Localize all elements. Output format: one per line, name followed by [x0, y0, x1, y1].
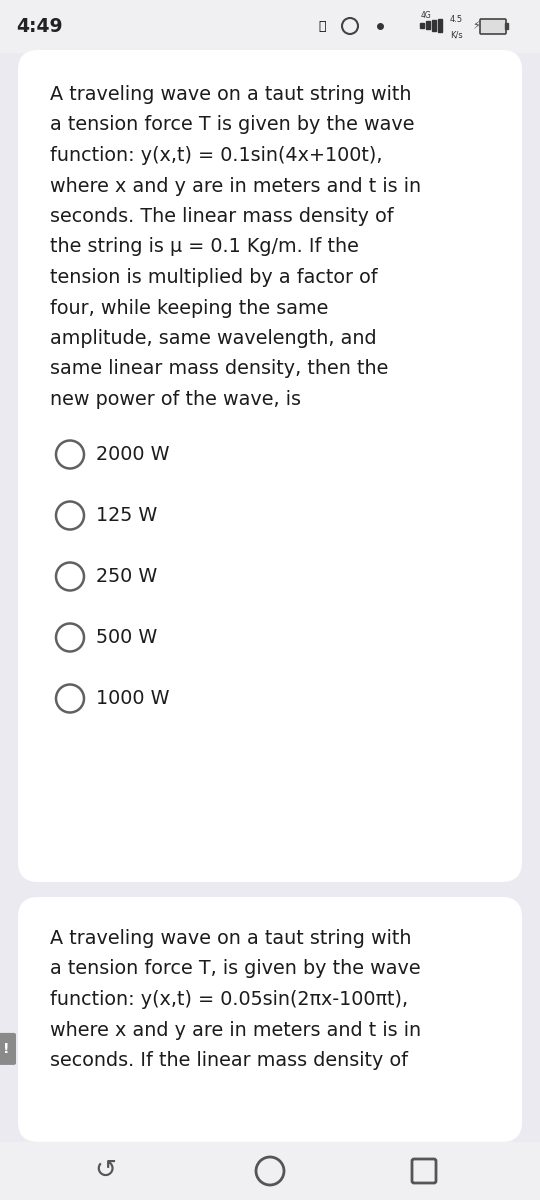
FancyBboxPatch shape [18, 50, 522, 882]
Text: function: y(x,t) = 0.05sin(2πx-100πt),: function: y(x,t) = 0.05sin(2πx-100πt), [50, 990, 408, 1009]
Text: where x and y are in meters and t is in: where x and y are in meters and t is in [50, 1020, 421, 1039]
Text: 2000 W: 2000 W [96, 445, 170, 464]
Text: seconds. If the linear mass density of: seconds. If the linear mass density of [50, 1051, 408, 1070]
Bar [0, 1142, 540, 1200]
Text: 4.5: 4.5 [450, 14, 463, 24]
Text: seconds. The linear mass density of: seconds. The linear mass density of [50, 206, 394, 226]
Text: 1000 W: 1000 W [96, 689, 170, 708]
Text: function: y(x,t) = 0.1sin(4x+100t),: function: y(x,t) = 0.1sin(4x+100t), [50, 146, 382, 164]
Text: A traveling wave on a taut string with: A traveling wave on a taut string with [50, 929, 411, 948]
Text: 250 W: 250 W [96, 566, 157, 586]
FancyBboxPatch shape [18, 898, 522, 1142]
Text: A traveling wave on a taut string with: A traveling wave on a taut string with [50, 85, 411, 104]
Text: ↺: ↺ [94, 1158, 116, 1184]
Text: same linear mass density, then the: same linear mass density, then the [50, 360, 388, 378]
Bar [0, 0, 540, 52]
Text: 125 W: 125 W [96, 506, 157, 526]
Text: K/s: K/s [450, 30, 463, 38]
Bar [426, 20, 430, 29]
Text: amplitude, same wavelength, and: amplitude, same wavelength, and [50, 329, 376, 348]
Bar [432, 19, 436, 30]
Text: a tension force T is given by the wave: a tension force T is given by the wave [50, 115, 415, 134]
Text: 4G: 4G [421, 11, 432, 20]
Bar [420, 23, 424, 28]
Text: tension is multiplied by a factor of: tension is multiplied by a factor of [50, 268, 377, 287]
Text: !: ! [3, 1042, 9, 1056]
Text: the string is μ = 0.1 Kg/m. If the: the string is μ = 0.1 Kg/m. If the [50, 238, 359, 257]
Text: 🧪: 🧪 [318, 19, 326, 32]
FancyBboxPatch shape [480, 19, 506, 34]
Text: four, while keeping the same: four, while keeping the same [50, 299, 328, 318]
Text: 500 W: 500 W [96, 628, 157, 647]
Text: 4:49: 4:49 [16, 17, 63, 36]
Bar [505, 23, 508, 29]
Bar [438, 18, 442, 31]
Text: ⚡: ⚡ [472, 20, 480, 31]
Text: a tension force T, is given by the wave: a tension force T, is given by the wave [50, 960, 421, 978]
FancyBboxPatch shape [0, 1033, 16, 1064]
Text: where x and y are in meters and t is in: where x and y are in meters and t is in [50, 176, 421, 196]
Text: new power of the wave, is: new power of the wave, is [50, 390, 301, 409]
